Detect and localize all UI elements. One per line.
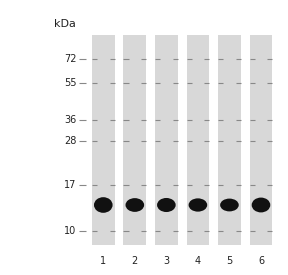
Text: 28: 28 [64, 136, 76, 147]
Text: 1: 1 [100, 256, 106, 266]
Text: 17: 17 [64, 180, 76, 190]
Text: kDa: kDa [54, 19, 76, 29]
Ellipse shape [220, 199, 239, 211]
Text: 10: 10 [64, 226, 76, 236]
Ellipse shape [189, 198, 207, 212]
Bar [92, 35, 115, 245]
Text: 36: 36 [64, 115, 76, 125]
Ellipse shape [157, 198, 176, 212]
Bar [187, 35, 209, 245]
Bar [250, 35, 272, 245]
Bar [124, 35, 146, 245]
Text: 3: 3 [163, 256, 169, 266]
Text: 72: 72 [64, 54, 76, 64]
Text: 4: 4 [195, 256, 201, 266]
Text: 2: 2 [132, 256, 138, 266]
Ellipse shape [252, 197, 270, 212]
Text: 5: 5 [226, 256, 233, 266]
Text: 6: 6 [258, 256, 264, 266]
Bar [88, 35, 277, 245]
Text: 55: 55 [64, 78, 76, 88]
Ellipse shape [126, 198, 144, 212]
Bar [218, 35, 241, 245]
Ellipse shape [94, 197, 113, 213]
Bar [155, 35, 178, 245]
